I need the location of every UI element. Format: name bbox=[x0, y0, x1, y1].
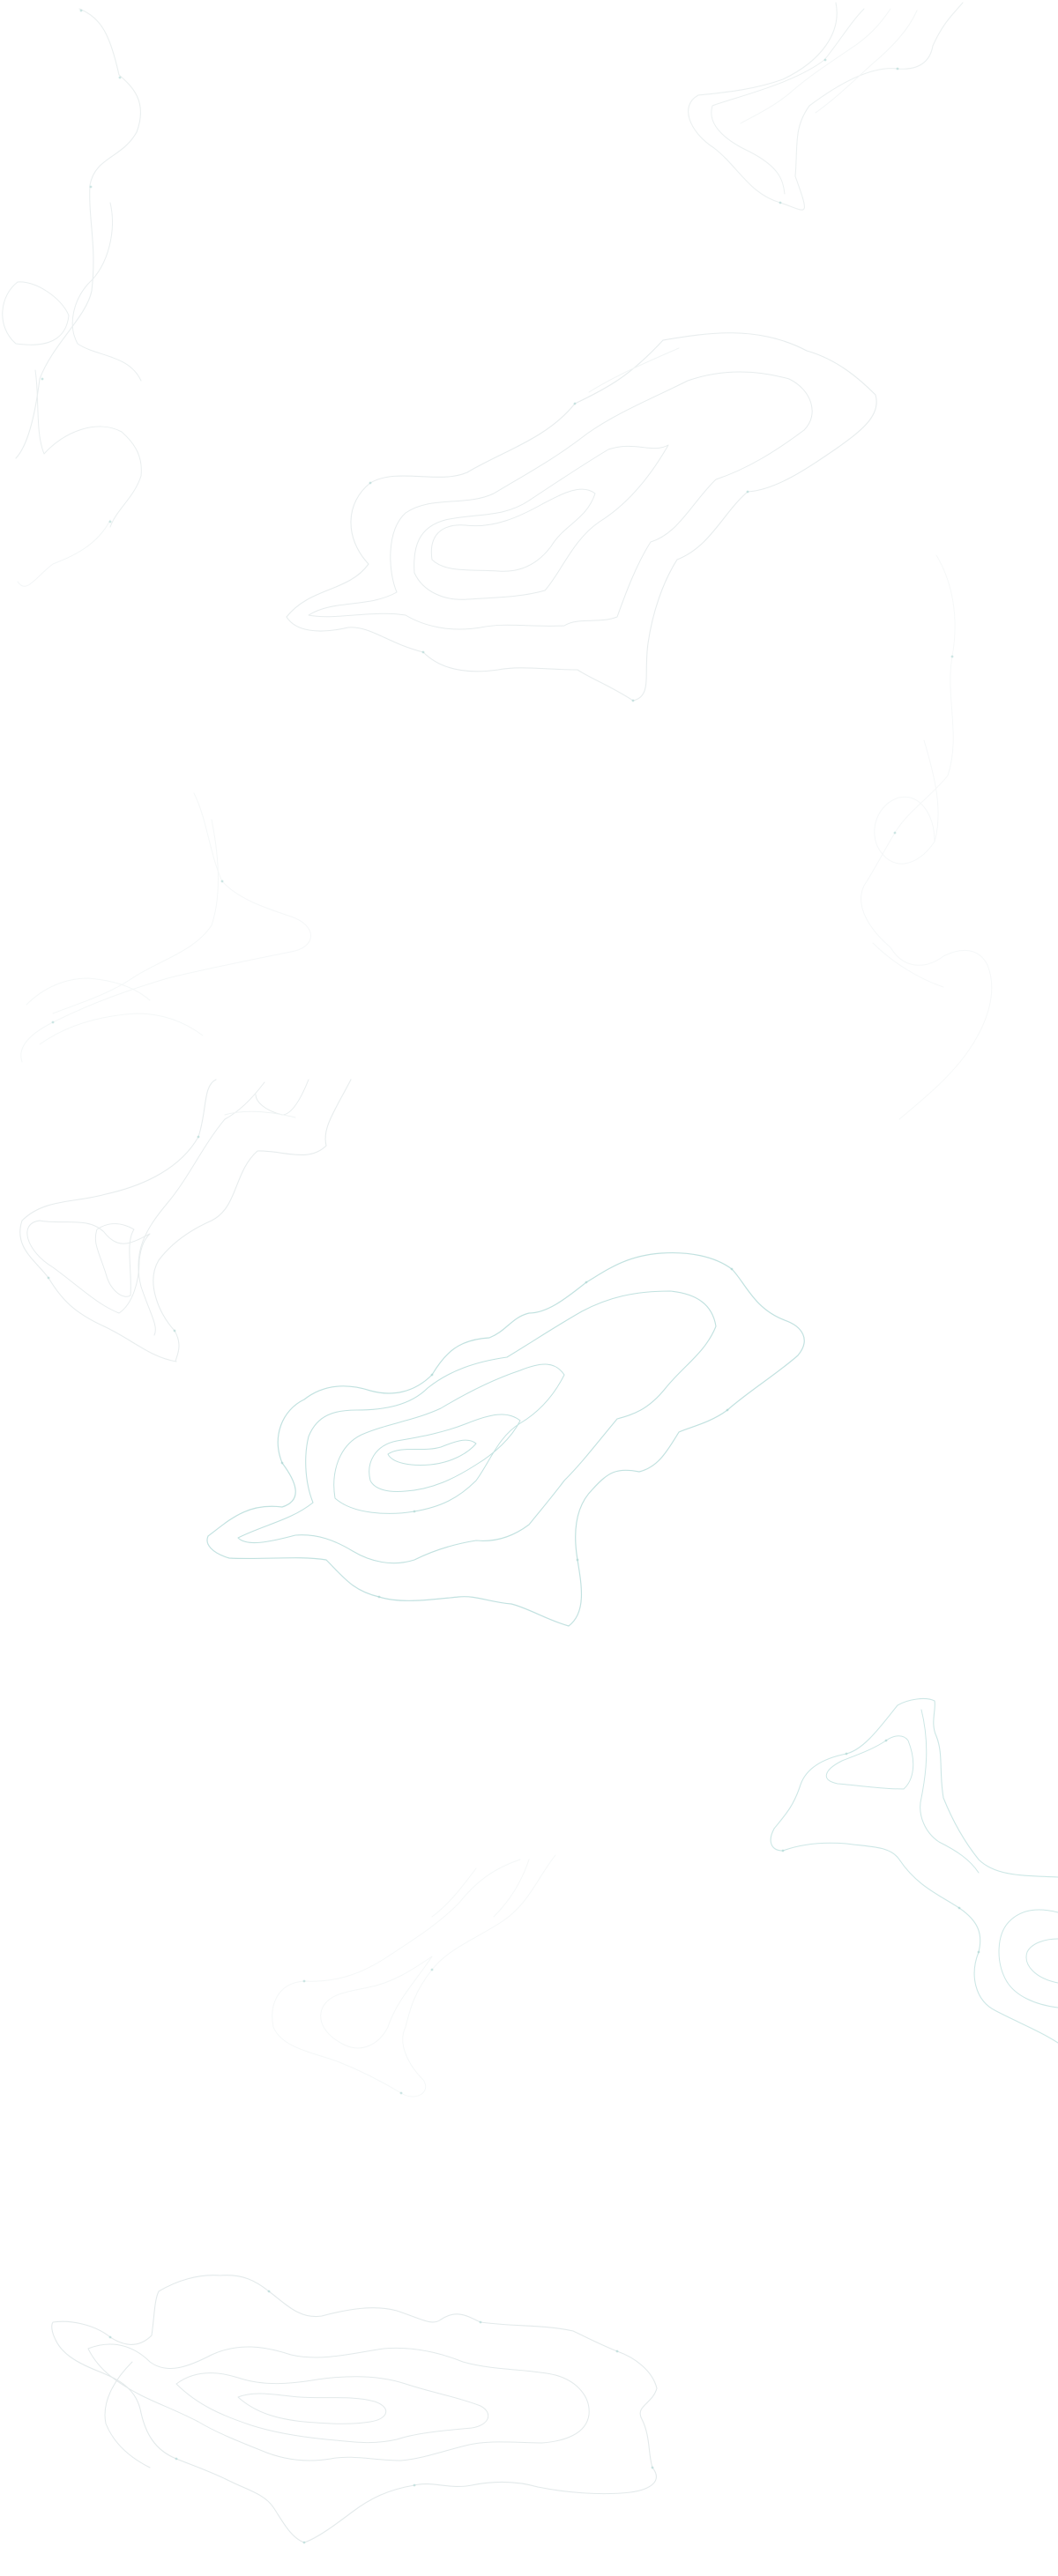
contour-cluster-center-primary bbox=[206, 1252, 805, 1627]
contour-cluster-top-left bbox=[2, 8, 142, 587]
contour-cluster-right-lower bbox=[770, 1697, 1058, 2044]
contour-cluster-left-middle bbox=[19, 1079, 352, 1362]
contour-nodes bbox=[41, 9, 980, 2544]
contour-cluster-top-right bbox=[688, 2, 964, 211]
contour-cluster-right-middle-faint bbox=[861, 554, 993, 1120]
contour-cluster-center-lower-faint bbox=[272, 1854, 556, 2097]
contour-cluster-bottom-left bbox=[51, 2275, 658, 2543]
contour-cluster-upper-center bbox=[286, 332, 877, 702]
contour-cluster-left-middle-faint bbox=[20, 792, 311, 1063]
